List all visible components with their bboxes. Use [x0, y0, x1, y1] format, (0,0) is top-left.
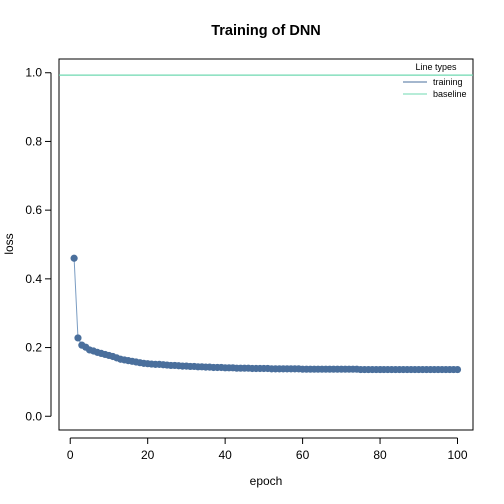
training-point — [453, 365, 462, 374]
x-axis: 0 20 40 60 80 100 — [67, 437, 468, 462]
x-tick-label: 60 — [296, 448, 310, 462]
y-tick-label: 0.0 — [25, 409, 42, 423]
training-point — [74, 334, 82, 342]
y-axis-label: loss — [2, 233, 16, 254]
legend-label-baseline: baseline — [433, 89, 467, 99]
training-point — [70, 254, 78, 262]
x-axis-label: epoch — [250, 474, 283, 488]
legend-title: Line types — [415, 62, 457, 72]
y-tick-label: 0.6 — [25, 203, 42, 217]
y-axis: 0.0 0.2 0.4 0.6 0.8 1.0 — [25, 66, 52, 423]
x-tick-label: 40 — [218, 448, 232, 462]
y-tick-label: 0.8 — [25, 134, 42, 148]
training-series-layer — [70, 254, 462, 374]
y-tick-label: 0.2 — [25, 341, 42, 355]
y-tick-label: 0.4 — [25, 272, 42, 286]
training-line — [73, 258, 458, 371]
x-tick-label: 20 — [141, 448, 155, 462]
x-tick-label: 0 — [67, 448, 74, 462]
y-tick-label: 1.0 — [25, 66, 42, 80]
legend-label-training: training — [433, 77, 463, 87]
legend: Line types training baseline — [403, 62, 467, 99]
plot-frame — [58, 58, 474, 431]
plot-area — [58, 58, 474, 431]
x-tick-label: 80 — [373, 448, 387, 462]
chart-title: Training of DNN — [211, 23, 321, 39]
x-tick-label: 100 — [447, 448, 467, 462]
